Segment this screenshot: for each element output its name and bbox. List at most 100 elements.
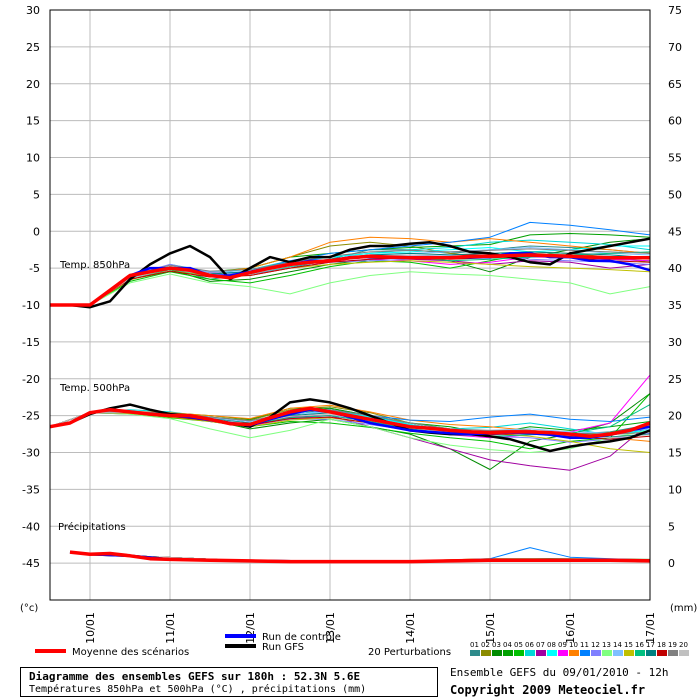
legend-perturbation-id: 12	[591, 641, 600, 649]
x-tick-label: 14/01	[404, 612, 417, 644]
x-tick-label: 10/01	[84, 612, 97, 644]
legend-perturbation-id: 11	[580, 641, 589, 649]
legend-perturbation-swatch	[569, 650, 579, 656]
legend-perturbation-id: 16	[635, 641, 644, 649]
y-right-tick-label: 5	[668, 520, 675, 533]
legend-perturbation-swatch	[481, 650, 491, 656]
y-left-tick-label: 10	[26, 152, 40, 165]
y-left-tick-label: -35	[22, 483, 40, 496]
y-right-tick-label: 30	[668, 336, 682, 349]
legend-perturbation-swatch	[657, 650, 667, 656]
x-axis: 10/01 11/01 12/01 13/01 14/01 15/01 16/01 17/01	[84, 612, 657, 644]
y-right-unit: (mm)	[670, 603, 697, 614]
y-left-tick-label: -10	[22, 299, 40, 312]
series-mean-t850	[50, 253, 650, 307]
legend-perturbation-id: 14	[613, 641, 622, 649]
legend-perturbation-swatch	[470, 650, 480, 656]
y-right-tick-label: 0	[668, 557, 675, 570]
chart-subtitle: Températures 850hPa et 500hPa (°C) , pré…	[29, 684, 367, 695]
y-right-tick-label: 40	[668, 262, 682, 275]
y-axis-left: 30 25 20 15 10 5 0 -5 -10 -15 -20 -25 -30 -35 -40 -45	[22, 4, 40, 570]
legend-perturbation-id: 13	[602, 641, 611, 649]
x-tick-label: 12/01	[244, 612, 257, 644]
legend-perturbation-swatch	[503, 650, 513, 656]
legend-perturbation-swatch	[591, 650, 601, 656]
series-gfs-t500	[49, 398, 651, 453]
y-left-tick-label: -25	[22, 410, 40, 423]
legend-perturbation-swatch	[547, 650, 557, 656]
legend-perturbation-swatch	[580, 650, 590, 656]
legend-perturbation-id: 19	[668, 641, 677, 649]
legend-perturbation-id: 10	[569, 641, 578, 649]
y-left-tick-label: -20	[22, 373, 40, 386]
legend-perturbation-id: 20	[679, 641, 688, 649]
y-left-tick-label: 30	[26, 4, 40, 17]
legend-perturbation-id: 02	[481, 641, 490, 649]
run-info: Ensemble GEFS du 09/01/2010 - 12h	[450, 666, 669, 679]
legend-perturbation-swatch	[514, 650, 524, 656]
y-right-tick-label: 55	[668, 152, 682, 165]
y-left-tick-label: -40	[22, 520, 40, 533]
y-left-tick-label: 25	[26, 41, 40, 54]
annotation-precip: Précipitations	[58, 521, 126, 533]
series-p12-t850	[50, 254, 651, 306]
legend-perturbation-swatch	[646, 650, 656, 656]
annotation-t850: Temp. 850hPa	[59, 260, 130, 271]
legend-perturbation-swatch	[624, 650, 634, 656]
legend-perturbation-id: 04	[503, 641, 512, 649]
series-p15-t850	[50, 260, 651, 306]
x-tick-label: 17/01	[644, 612, 657, 644]
y-right-tick-label: 35	[668, 299, 682, 312]
y-right-tick-label: 60	[668, 115, 682, 128]
legend-perturbation-id: 09	[558, 641, 567, 649]
legend-perturbation-swatch	[613, 650, 623, 656]
y-left-unit: (°c)	[20, 603, 38, 614]
x-tick-label: 13/01	[324, 612, 337, 644]
y-left-tick-label: -30	[22, 447, 40, 460]
legend-perturbation-swatch	[668, 650, 678, 656]
legend: Moyenne des scénarios Run de contrôle Ru…	[35, 631, 689, 658]
series-p13-t850	[50, 271, 651, 306]
y-right-tick-label: 25	[668, 373, 682, 386]
legend-perturbation-id: 07	[536, 641, 545, 649]
legend-perturbation-id: 03	[492, 641, 501, 649]
legend-perturbation-swatch	[492, 650, 502, 656]
plot-frame	[49, 9, 651, 601]
y-left-tick-label: -5	[29, 262, 40, 275]
legend-perturbation-id: 01	[470, 641, 479, 649]
legend-perturbation-swatches: 01 02 03 04 05 06 07 08 09 10 11 12 13 14 15 16 17 18 19 20	[470, 641, 689, 656]
legend-perturbation-swatch	[635, 650, 645, 656]
chart-grid	[50, 9, 651, 600]
y-right-tick-label: 10	[668, 483, 682, 496]
legend-control-label: Run de contrôle	[262, 631, 341, 643]
x-tick-label: 15/01	[484, 612, 497, 644]
y-left-tick-label: 0	[33, 225, 40, 238]
y-left-tick-label: 5	[33, 188, 40, 201]
y-right-tick-label: 50	[668, 188, 682, 201]
y-right-tick-label: 70	[668, 41, 682, 54]
y-left-tick-label: -45	[22, 557, 40, 570]
x-tick-label: 16/01	[564, 612, 577, 644]
legend-perturbation-swatch	[602, 650, 612, 656]
y-right-tick-label: 20	[668, 410, 682, 423]
legend-perturbation-id: 05	[514, 641, 523, 649]
legend-gfs-label: Run GFS	[262, 642, 304, 653]
y-right-tick-label: 45	[668, 225, 682, 238]
legend-perturbation-id: 18	[657, 641, 666, 649]
series-layer	[49, 221, 651, 564]
chart-title: Diagramme des ensembles GEFS sur 180h : …	[29, 670, 361, 683]
y-right-tick-label: 65	[668, 78, 682, 91]
series-mean-precip	[69, 550, 651, 564]
legend-mean-label: Moyenne des scénarios	[72, 646, 189, 658]
legend-perturbation-id: 15	[624, 641, 633, 649]
series-mean-t500	[49, 406, 651, 439]
legend-perturbation-swatch	[525, 650, 535, 656]
chart-title-box: Diagramme des ensembles GEFS sur 180h : …	[20, 667, 438, 697]
y-left-tick-label: 20	[26, 78, 40, 91]
legend-perturbation-id: 17	[646, 641, 655, 649]
annotation-t500: Temp. 500hPa	[59, 383, 130, 394]
legend-perturbation-swatch	[558, 650, 568, 656]
legend-perturbation-swatch	[536, 650, 546, 656]
